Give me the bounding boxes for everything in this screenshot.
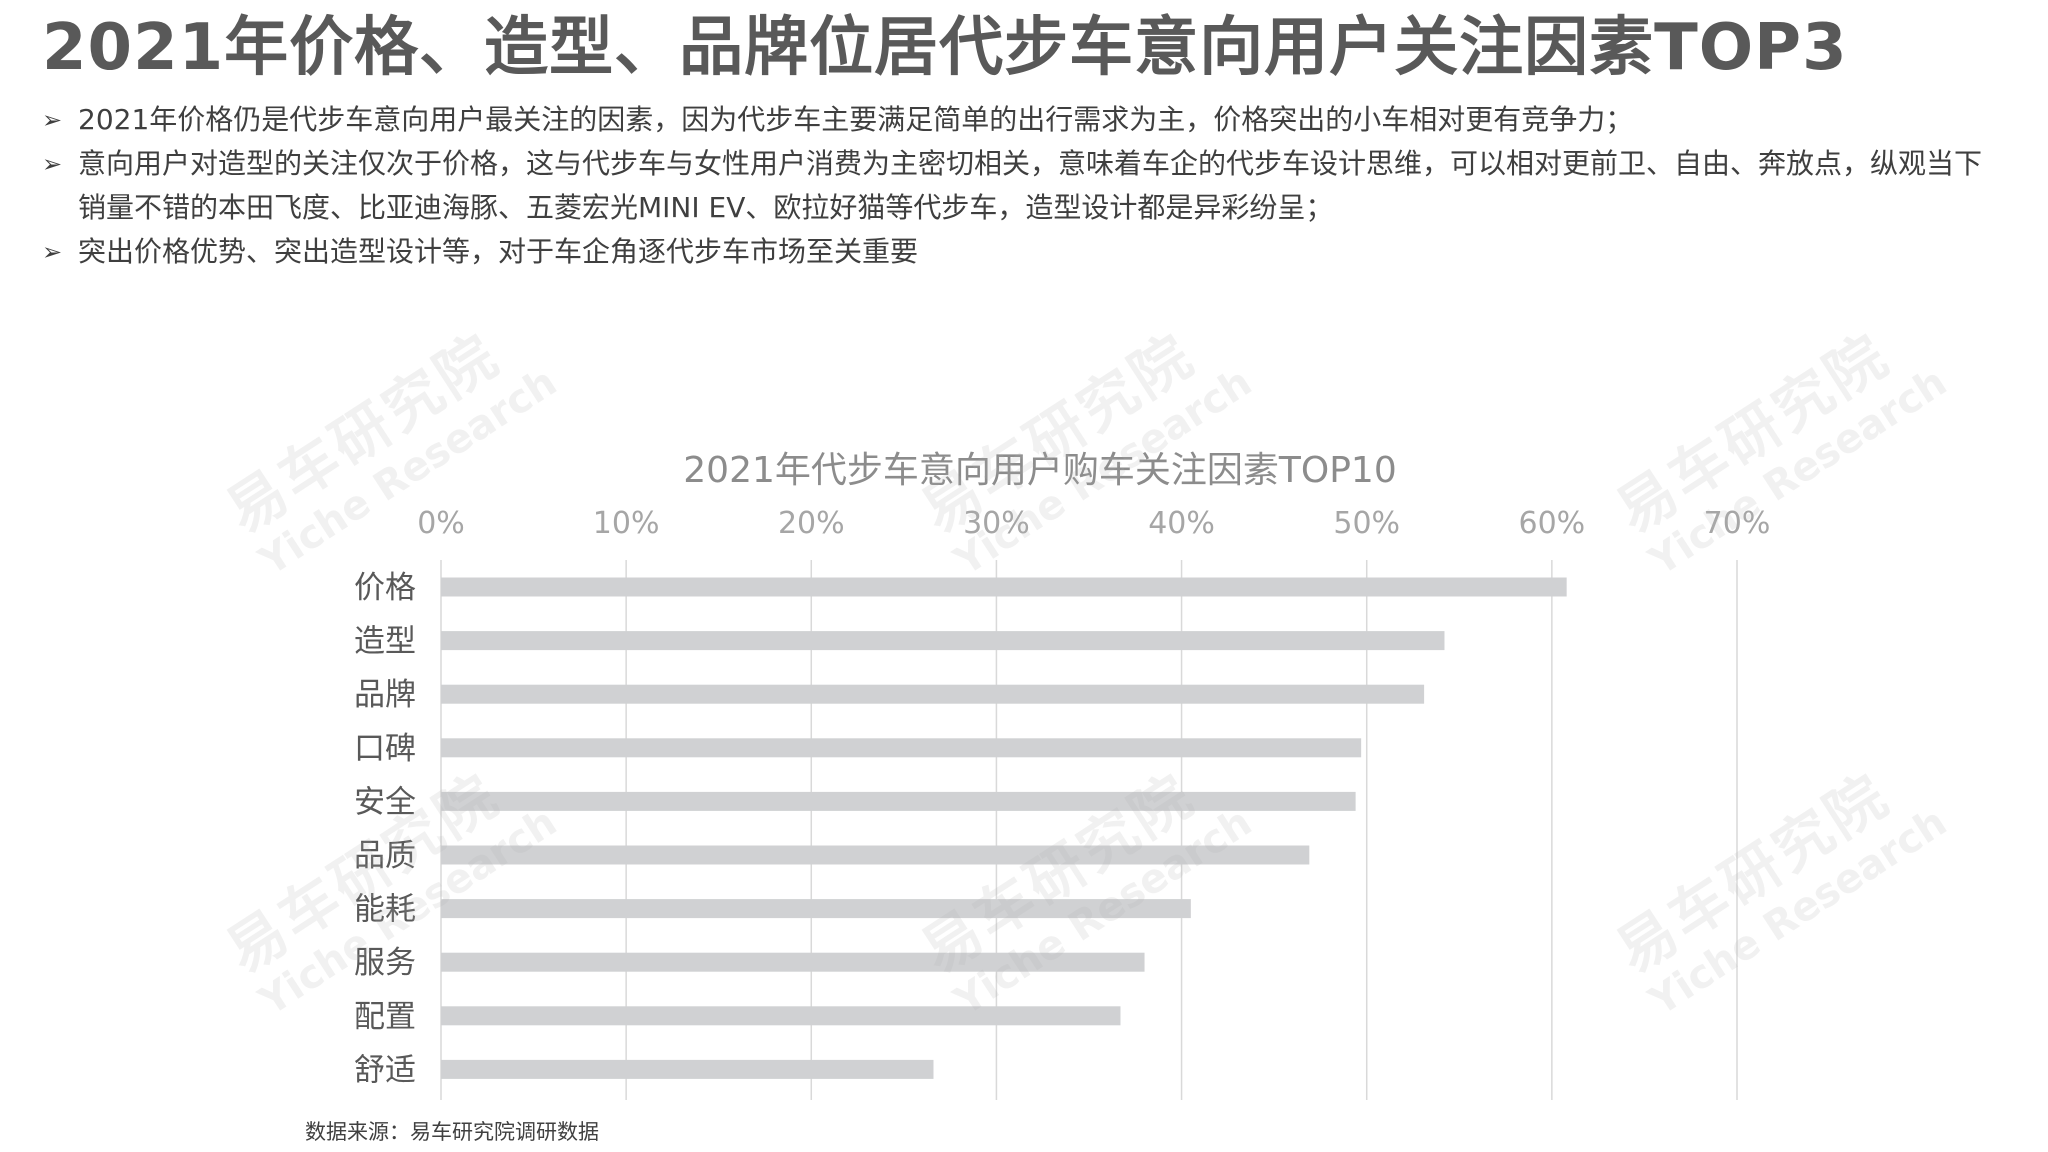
- source-note: 数据来源：易车研究院调研数据: [305, 1120, 599, 1144]
- category-label: 安全: [354, 784, 416, 820]
- x-tick-label: 70%: [1704, 506, 1771, 541]
- bar: [441, 577, 1567, 597]
- bar: [441, 845, 1310, 865]
- bar: [441, 684, 1425, 704]
- bullet-text: 意向用户对造型的关注仅次于价格，这与代步车与女性用户消费为主密切相关，意味着车企…: [78, 147, 1983, 224]
- bullet-arrow-icon: ➢: [42, 150, 63, 178]
- x-tick-label: 40%: [1148, 506, 1215, 541]
- bullet-list: ➢ 2021年价格仍是代步车意向用户最关注的因素，因为代步车主要满足简单的出行需…: [42, 98, 2002, 274]
- category-label: 配置: [354, 999, 416, 1035]
- bar: [441, 1059, 934, 1079]
- bullet-item: ➢ 意向用户对造型的关注仅次于价格，这与代步车与女性用户消费为主密切相关，意味着…: [42, 142, 2002, 230]
- bullet-item: ➢ 2021年价格仍是代步车意向用户最关注的因素，因为代步车主要满足简单的出行需…: [42, 98, 2002, 142]
- bar: [441, 738, 1362, 758]
- bar: [441, 1006, 1121, 1026]
- x-tick-label: 30%: [963, 506, 1030, 541]
- category-label: 能耗: [354, 892, 416, 928]
- x-tick-label: 10%: [593, 506, 660, 541]
- bullet-item: ➢ 突出价格优势、突出造型设计等，对于车企角逐代步车市场至关重要: [42, 230, 2002, 274]
- category-label: 造型: [354, 624, 416, 660]
- page-title: 2021年价格、造型、品牌位居代步车意向用户关注因素TOP3: [42, 11, 1848, 85]
- bullet-arrow-icon: ➢: [42, 238, 63, 266]
- bar: [441, 791, 1356, 811]
- x-tick-label: 0%: [417, 506, 465, 541]
- x-tick-label: 50%: [1333, 506, 1400, 541]
- category-label: 服务: [354, 945, 416, 981]
- bar: [441, 899, 1191, 919]
- bullet-text: 突出价格优势、突出造型设计等，对于车企角逐代步车市场至关重要: [78, 235, 919, 268]
- chart-title: 2021年代步车意向用户购车关注因素TOP10: [683, 450, 1397, 491]
- category-label: 品牌: [354, 677, 416, 713]
- category-label: 舒适: [354, 1052, 416, 1088]
- bullet-arrow-icon: ➢: [42, 106, 63, 134]
- category-label: 品质: [354, 838, 416, 874]
- bar: [441, 631, 1445, 651]
- x-tick-label: 60%: [1519, 506, 1586, 541]
- category-label: 口碑: [354, 731, 416, 767]
- category-label: 价格: [354, 570, 416, 606]
- x-tick-label: 20%: [778, 506, 845, 541]
- bullet-text: 2021年价格仍是代步车意向用户最关注的因素，因为代步车主要满足简单的出行需求为…: [78, 103, 1634, 136]
- bar: [441, 952, 1145, 972]
